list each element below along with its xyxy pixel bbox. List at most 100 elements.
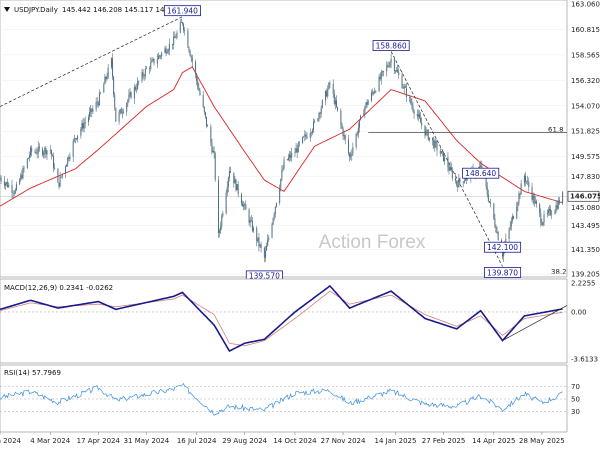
candle-body [136,88,138,90]
candle-body [67,157,69,165]
candle-body [490,202,492,204]
candle-body [428,137,430,140]
candle-body [535,201,537,204]
candle-body [358,119,360,128]
candle-body [549,209,551,211]
last-price-label: 146.075 [570,193,600,201]
candle-body [74,138,76,139]
candle-body [389,62,391,67]
candle-body [150,62,152,70]
candle-body [355,133,357,148]
price-tick-label: 160.815 [571,26,600,34]
candle-body [152,58,154,61]
chevron-down-icon[interactable] [4,7,10,12]
candle-body [317,118,319,122]
candle-body [87,117,89,122]
fib-618-label: 61.8 [548,126,564,134]
candle-body [286,159,288,161]
candle-body [374,91,376,94]
price-tick-label: 151.825 [571,128,600,136]
candle-body [458,178,460,188]
macd-panel: MACD(12,26,9) 0.2341 -0.0262 2.2255 0.00 -… [0,278,598,364]
candle-body [80,129,82,136]
price-annotation-box [372,40,410,51]
candle-body [75,138,77,140]
candle-body [402,87,404,89]
candle-body [263,248,265,258]
candle-body [164,48,166,53]
candle-body [509,226,511,229]
candle-body [328,82,330,89]
candle-body [228,171,230,178]
candle-body [7,182,9,188]
candle-body [172,43,174,46]
candle-body [127,100,129,104]
candle-body [311,130,313,133]
price-annotation-box [163,5,201,17]
candle-body [259,244,261,247]
candle-body [257,237,259,242]
price-tick-label: 154.070 [571,102,600,110]
candle-body [72,141,74,157]
candle-body [373,92,375,94]
candle-body [234,179,236,184]
rsi-tick-label: 30 [571,408,580,416]
candle-body [493,203,495,219]
candle-body [51,155,53,157]
rsi-tick-label: 50 [571,396,580,404]
candle-body [497,231,499,241]
x-tick-label: 28 May 2025 [519,437,565,445]
candle-body [334,100,336,104]
candle-body [450,166,452,171]
candle-body [335,100,337,107]
candle-body [128,94,130,101]
candle-body [81,123,83,130]
candle-body [159,55,161,57]
candle-body [382,71,384,72]
candle-body [531,187,533,200]
candle-body [275,203,277,207]
candle-body [266,245,268,251]
candle-body [106,76,108,79]
candle-body [151,60,153,63]
candle-body [375,91,377,92]
candle-body [227,177,229,187]
candle-body [175,37,177,39]
candle-body [8,185,10,188]
candle-body [309,133,311,139]
candle-body [527,181,529,182]
x-tick-label: 4 Mar 2024 [30,437,70,445]
candle-body [141,72,143,82]
candle-body [364,107,366,114]
candle-body [282,168,284,171]
candle-body [378,76,380,92]
candle-body [20,174,22,180]
candle-body [66,164,68,167]
candle-body [213,150,215,154]
macd-tick-label: 0.00 [571,308,587,316]
price-annotation-label: 161.940 [167,6,198,15]
candle-body [519,193,521,195]
candle-body [409,97,411,98]
candle-body [3,181,5,186]
price-panel-frame [0,0,568,278]
candle-body [0,177,2,182]
candle-body [176,32,178,38]
candle-body [217,179,219,234]
candle-body [59,176,61,187]
price-tick-label: 147.830 [571,173,600,181]
candle-body [485,172,487,187]
candle-body [394,70,396,72]
candle-body [50,149,52,156]
candle-body [333,93,335,104]
candle-body [258,237,260,247]
candle-body [298,142,300,144]
candle-body [306,136,308,139]
candle-body [271,224,273,238]
candle-body [444,157,446,162]
candle-body [31,147,33,152]
candle-body [534,201,536,204]
price-annotation-label: 158.860 [376,41,407,50]
candle-body [397,69,399,73]
candle-body [191,57,193,62]
